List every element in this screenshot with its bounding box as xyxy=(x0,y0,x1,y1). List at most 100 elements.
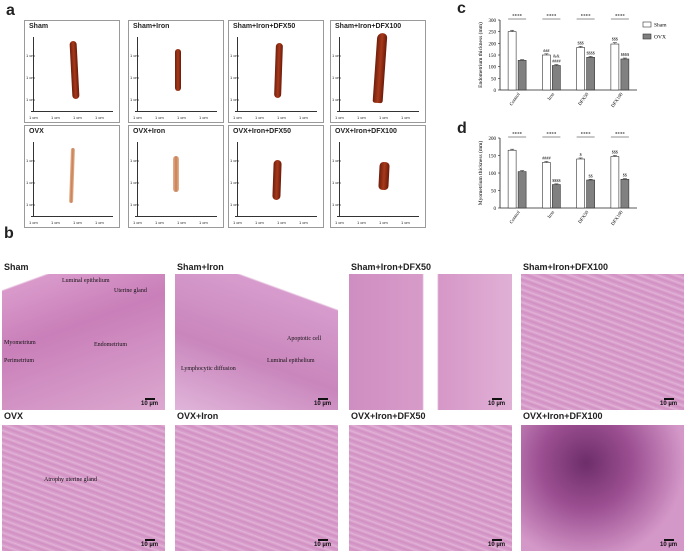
panel-label-c: c xyxy=(457,0,466,17)
ruler-cm-label: 1 cm xyxy=(51,220,60,225)
scale-bar: 10 µm xyxy=(660,539,677,548)
ruler-cm-label: 1 cm xyxy=(73,115,82,120)
legend-swatch-ovx xyxy=(642,33,652,40)
scale-bar-line xyxy=(663,398,674,400)
histology-title: Sham+Iron+DFX50 xyxy=(351,262,432,272)
photo-tile-label: Sham+Iron+DFX50 xyxy=(233,23,296,30)
scale-bar-line xyxy=(663,539,674,541)
bar-ovx xyxy=(517,60,527,91)
ruler-cm-label: 1 cm xyxy=(26,75,35,80)
significance-stars: **** xyxy=(581,133,592,138)
ruler-cm-label: 1 cm xyxy=(255,115,264,120)
histology-image xyxy=(349,274,512,410)
ruler-cm-label: 1 cm xyxy=(332,75,341,80)
x-tick-label: DFX100 xyxy=(611,210,625,227)
histology-image xyxy=(175,425,338,551)
ruler-cm-label: 1 cm xyxy=(130,53,139,58)
y-tick-label: 200 xyxy=(489,42,497,47)
y-tick-label: 100 xyxy=(489,66,497,71)
legend-swatch-sham xyxy=(642,21,652,28)
bar-sham xyxy=(542,54,551,91)
photo-tile-5: OVX 1 cm 1 cm 1 cm 1 cm 1 cm 1 cm 1 cm xyxy=(24,125,120,228)
ruler-cm-label: 1 cm xyxy=(299,220,308,225)
y-tick-label: 0 xyxy=(494,207,497,212)
histology-title: OVX+Iron xyxy=(177,411,219,421)
ruler-cm-label: 1 cm xyxy=(332,180,341,185)
uterine-tissue-sample xyxy=(272,159,282,201)
uterine-tissue-sample xyxy=(69,147,75,204)
ruler-horizontal xyxy=(337,111,419,112)
photo-tile-label: Sham+Iron xyxy=(133,23,170,30)
legend-label-ovx: OVX xyxy=(654,35,666,41)
ruler-cm-label: 1 cm xyxy=(230,158,239,163)
ruler-vertical xyxy=(339,142,340,217)
bar-sham xyxy=(610,43,620,91)
photo-tile-label: OVX+Iron+DFX100 xyxy=(335,128,397,135)
photo-tile-label: Sham xyxy=(29,23,49,30)
histology-image xyxy=(175,274,338,410)
histology-title: Sham+Iron+DFX100 xyxy=(523,262,609,272)
bar-ovx xyxy=(586,179,595,209)
ruler-cm-label: 1 cm xyxy=(335,115,344,120)
ruler-cm-label: 1 cm xyxy=(230,53,239,58)
ruler-cm-label: 1 cm xyxy=(130,75,139,80)
histology-annotation: Apoptotic cell xyxy=(287,336,322,342)
uterine-tissue-sample xyxy=(175,49,181,91)
significance-stars: **** xyxy=(546,15,557,20)
ruler-cm-label: 1 cm xyxy=(332,202,341,207)
x-tick-label: DFX50 xyxy=(578,210,591,225)
bar-ovx xyxy=(552,65,561,91)
scale-bar: 10 µm xyxy=(488,398,505,407)
ruler-cm-label: 1 cm xyxy=(233,115,242,120)
ruler-cm-label: 1 cm xyxy=(133,220,142,225)
ruler-horizontal xyxy=(235,216,317,217)
photo-tile-label: OVX+Iron xyxy=(133,128,166,135)
ruler-cm-label: 1 cm xyxy=(335,220,344,225)
panel-label-d: d xyxy=(457,120,467,137)
panel-label-a: a xyxy=(6,2,15,19)
panel-label-b: b xyxy=(4,225,14,242)
histology-image xyxy=(2,425,165,551)
scale-bar: 10 µm xyxy=(314,398,331,407)
y-tick-label: 50 xyxy=(491,190,497,195)
scale-bar-text: 10 µm xyxy=(488,542,506,548)
scale-bar-text: 10 µm xyxy=(141,542,159,548)
bar-ovx xyxy=(620,58,630,91)
y-tick-label: 0 xyxy=(494,89,497,94)
uterine-tissue-sample xyxy=(69,40,80,100)
scale-bar-text: 10 µm xyxy=(660,542,678,548)
significance-mark: $$ xyxy=(623,173,627,178)
significance-mark: && xyxy=(553,54,560,59)
uterine-tissue-sample xyxy=(378,161,390,191)
ruler-cm-label: 1 cm xyxy=(130,202,139,207)
ruler-cm-label: 1 cm xyxy=(277,220,286,225)
histology-image xyxy=(2,274,165,410)
ruler-cm-label: 1 cm xyxy=(130,180,139,185)
chart-d: 0 50 100 150 200 Myometrium thickness (mm) ***… xyxy=(462,128,682,240)
photo-tile-label: OVX+Iron+DFX50 xyxy=(233,128,291,135)
uterine-tissue-sample xyxy=(173,156,179,192)
bar-ovx xyxy=(552,184,561,209)
ruler-cm-label: 1 cm xyxy=(177,220,186,225)
y-axis-label: Endometrium thickness (mm) xyxy=(477,22,484,88)
ruler-cm-label: 1 cm xyxy=(230,202,239,207)
photo-tile-6: OVX+Iron 1 cm 1 cm 1 cm 1 cm 1 cm 1 cm 1 cm xyxy=(128,125,224,228)
scale-bar-line xyxy=(317,398,328,400)
chart-d-svg: 0 50 100 150 200 Myometrium thickness (mm) ***… xyxy=(477,133,637,227)
ruler-vertical xyxy=(339,37,340,112)
significance-mark: #### xyxy=(552,59,561,64)
ruler-vertical xyxy=(33,142,34,217)
scale-bar-line xyxy=(144,539,155,541)
significance-stars: **** xyxy=(512,133,523,138)
bar-ovx xyxy=(586,57,595,91)
significance-mark: $$$ xyxy=(612,37,618,42)
significance-mark: $$ xyxy=(589,173,593,178)
ruler-cm-label: 1 cm xyxy=(233,220,242,225)
ruler-cm-label: 1 cm xyxy=(230,75,239,80)
histology-image xyxy=(521,274,684,410)
y-axis-label: Myometrium thickness (mm) xyxy=(477,141,484,206)
significance-mark: #### xyxy=(542,155,551,160)
y-tick-label: 200 xyxy=(489,137,497,142)
ruler-cm-label: 1 cm xyxy=(29,220,38,225)
ruler-cm-label: 1 cm xyxy=(26,202,35,207)
